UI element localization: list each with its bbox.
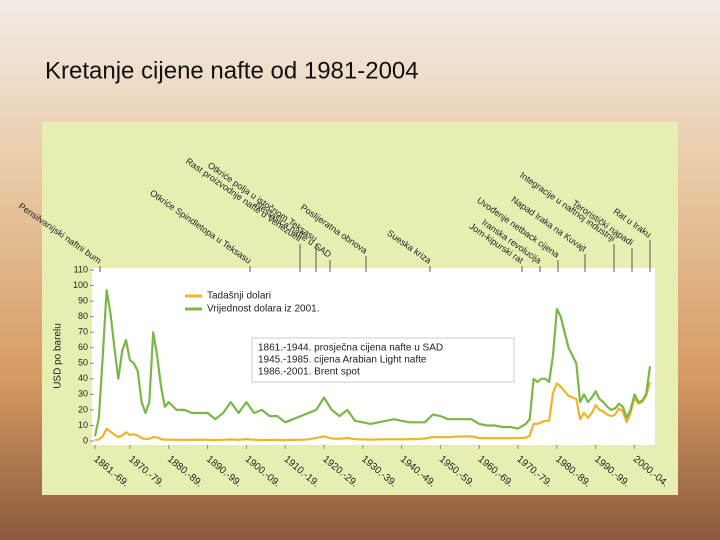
- y-tick-label: 10: [78, 420, 88, 430]
- y-tick-label: 110: [74, 264, 88, 274]
- y-tick-label: 90: [78, 295, 88, 305]
- series-line: [94, 381, 652, 442]
- y-tick-label: 30: [78, 389, 88, 399]
- y-tick-label: 70: [78, 327, 88, 337]
- legend-label: Vrijednost dolara iz 2001.: [207, 304, 319, 315]
- y-tick-label: 40: [78, 373, 88, 383]
- y-tick-label: 20: [78, 404, 88, 414]
- y-tick-label: 100: [73, 280, 88, 290]
- y-tick-label: 0: [83, 435, 88, 445]
- slide-title: Kretanje cijene nafte od 1981-2004: [45, 57, 419, 84]
- note-line: 1945.-1985. cijena Arabian Light nafte: [258, 355, 427, 366]
- y-axis-label: USD po barelu: [53, 323, 64, 389]
- legend-label: Tadašnji dolari: [207, 291, 271, 302]
- y-tick-label: 80: [78, 311, 88, 321]
- note-box: [251, 337, 515, 383]
- y-tick-label: 50: [78, 358, 88, 368]
- note-line: 1861.-1944. prosječna cijena nafte u SAD: [258, 343, 443, 354]
- series-line: [93, 289, 652, 437]
- y-tick-label: 60: [78, 342, 88, 352]
- note-line: 1986.-2001. Brent spot: [258, 367, 360, 378]
